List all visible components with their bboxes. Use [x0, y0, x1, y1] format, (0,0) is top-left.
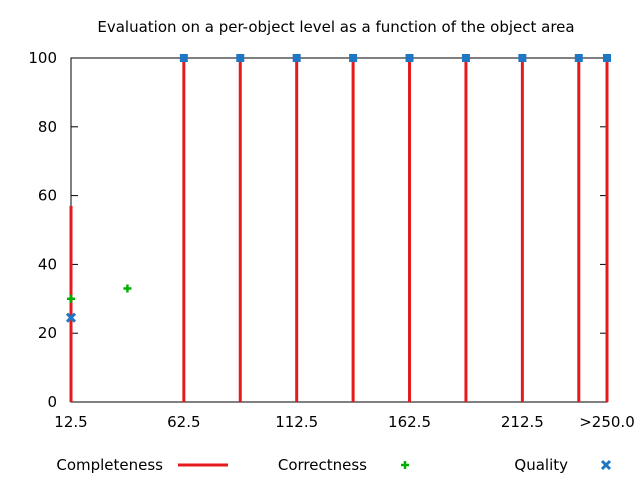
- quality-square: [461, 54, 470, 62]
- correctness-point: [67, 294, 75, 303]
- x-tick-label: 212.5: [501, 413, 544, 431]
- legend-swatch-quality-b: [600, 459, 612, 471]
- quality-point: [292, 54, 301, 62]
- legend: Completeness Correctness Quality: [56, 456, 612, 474]
- quality-square: [574, 54, 583, 62]
- y-tick-label: 100: [28, 49, 57, 67]
- quality-square: [349, 54, 358, 62]
- correctness-point: [123, 284, 132, 293]
- series-correctness: [67, 284, 132, 303]
- quality-point: [574, 54, 583, 62]
- quality-point: [236, 54, 245, 62]
- quality-point: [518, 54, 527, 62]
- x-tick-label: 162.5: [388, 413, 431, 431]
- quality-square: [292, 54, 301, 62]
- legend-label-quality: Quality: [514, 456, 568, 474]
- x-tick-label: 112.5: [275, 413, 318, 431]
- quality-square: [405, 54, 414, 62]
- legend-label-completeness: Completeness: [56, 456, 163, 474]
- chart-title: Evaluation on a per-object level as a fu…: [97, 18, 574, 36]
- x-tick-label: >250.0: [579, 413, 635, 431]
- plot-frame: [70, 57, 608, 403]
- quality-square: [603, 54, 611, 62]
- legend-label-correctness: Correctness: [278, 456, 367, 474]
- y-tick-label: 20: [38, 324, 57, 342]
- plot-marks: [65, 54, 611, 402]
- y-tick-label: 0: [47, 393, 57, 411]
- x-tick-label: 62.5: [167, 413, 200, 431]
- x-tick-label: 12.5: [54, 413, 87, 431]
- quality-square: [518, 54, 527, 62]
- y-tick-label: 80: [38, 118, 57, 136]
- y-tick-label: 60: [38, 187, 57, 205]
- series-quality: [65, 54, 611, 323]
- y-axis: 0 20 40 60 80 100: [28, 49, 607, 411]
- x-axis: 12.5 62.5 112.5 162.5 212.5 >250.0: [54, 58, 635, 431]
- quality-point: [179, 54, 188, 62]
- quality-point: [405, 54, 414, 62]
- x-b: [65, 312, 77, 323]
- quality-square: [236, 54, 245, 62]
- quality-point: [461, 54, 470, 62]
- quality-point: [603, 54, 611, 62]
- quality-point: [65, 312, 77, 323]
- quality-point: [349, 54, 358, 62]
- quality-square: [179, 54, 188, 62]
- y-tick-label: 40: [38, 255, 57, 273]
- series-completeness: [69, 58, 609, 402]
